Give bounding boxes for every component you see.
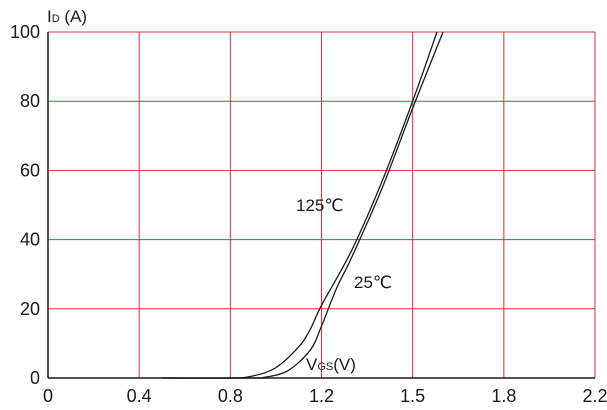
y-tick-label: 20	[20, 299, 40, 319]
x-tick-label: 2.2	[582, 386, 607, 406]
x-tick-label: 0	[43, 386, 53, 406]
series-label-25c: 25℃	[354, 273, 392, 292]
labels: ID (A) VGS(V) 125℃ 25℃	[47, 7, 392, 374]
y-tick-label: 80	[20, 91, 40, 111]
curve-125c	[161, 31, 438, 379]
x-tick-label: 1.5	[400, 386, 425, 406]
x-tick-label: 0.4	[127, 386, 152, 406]
x-tick-label: 1.2	[309, 386, 334, 406]
x-tick-label: 1.8	[491, 386, 516, 406]
y-tick-label: 100	[10, 22, 40, 42]
y-tick-label: 40	[20, 230, 40, 250]
y-tick-label: 0	[30, 368, 40, 388]
axes: 0 0.4 0.8 1.2 1.5 1.8 2.2 0 20 40 60 80 100	[10, 22, 607, 406]
series-label-125c: 125℃	[296, 196, 343, 215]
x-tick-label: 0.8	[218, 386, 243, 406]
y-tick-label: 60	[20, 160, 40, 180]
x-axis-label: VGS(V)	[306, 355, 356, 374]
curves	[161, 31, 444, 379]
grid	[48, 31, 596, 378]
y-axis-label: ID (A)	[47, 7, 87, 26]
curve-25c	[161, 31, 444, 379]
